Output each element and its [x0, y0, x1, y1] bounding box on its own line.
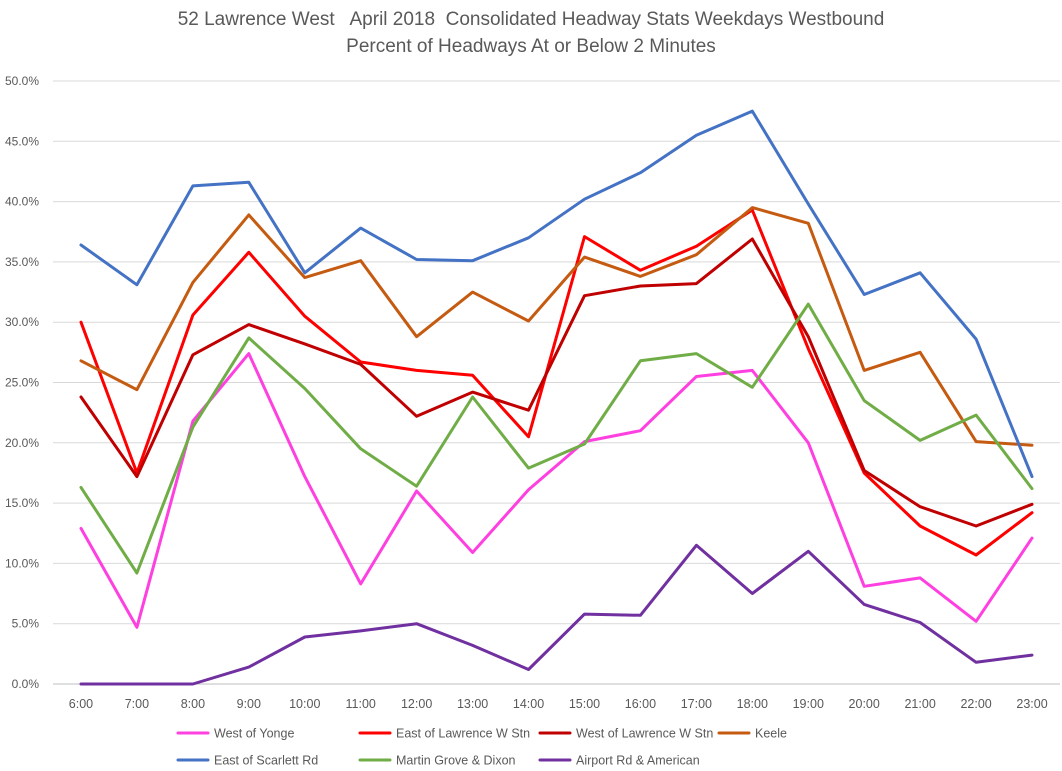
legend-label: West of Lawrence W Stn: [576, 727, 713, 741]
series-line-2: [79, 208, 1034, 557]
x-tick-label: 12:00: [401, 697, 432, 711]
x-tick-label: 14:00: [513, 697, 544, 711]
x-tick-label: 21:00: [904, 697, 935, 711]
x-tick-label: 15:00: [569, 697, 600, 711]
series-line-3: [79, 237, 1034, 528]
series-line-4: [79, 206, 1034, 447]
legend-label: Keele: [755, 727, 787, 741]
y-tick-label: 5.0%: [12, 617, 40, 631]
x-tick-label: 17:00: [681, 697, 712, 711]
series-line-1: [79, 352, 1034, 629]
chart-title: 52 Lawrence West April 2018 Consolidated…: [177, 9, 885, 30]
chart-subtitle: Percent of Headways At or Below 2 Minute…: [346, 36, 716, 57]
y-tick-label: 10.0%: [5, 556, 39, 570]
x-tick-label: 20:00: [849, 697, 880, 711]
y-tick-label: 20.0%: [5, 436, 39, 450]
x-tick-label: 18:00: [737, 697, 768, 711]
y-tick-label: 45.0%: [5, 134, 39, 148]
y-tick-label: 30.0%: [5, 315, 39, 329]
y-tick-label: 15.0%: [5, 496, 39, 510]
x-tick-label: 16:00: [625, 697, 656, 711]
x-tick-label: 8:00: [181, 697, 205, 711]
y-tick-label: 35.0%: [5, 255, 39, 269]
x-tick-label: 10:00: [289, 697, 320, 711]
x-tick-label: 22:00: [960, 697, 991, 711]
legend-label: East of Scarlett Rd: [214, 754, 318, 768]
series-line-5: [79, 109, 1034, 479]
legend-label: West of Yonge: [214, 727, 294, 741]
series-line-7: [79, 543, 1034, 686]
series-line-6: [79, 302, 1034, 575]
x-tick-label: 11:00: [346, 697, 376, 711]
x-tick-label: 9:00: [237, 697, 261, 711]
x-tick-label: 7:00: [125, 697, 149, 711]
legend-label: Airport Rd & American: [576, 754, 700, 768]
x-tick-label: 19:00: [793, 697, 824, 711]
y-tick-label: 50.0%: [5, 74, 39, 88]
x-tick-label: 23:00: [1016, 697, 1047, 711]
y-tick-label: 25.0%: [5, 376, 39, 390]
legend-label: Martin Grove & Dixon: [396, 754, 516, 768]
y-tick-label: 40.0%: [5, 195, 39, 209]
x-tick-label: 13:00: [457, 697, 488, 711]
legend-label: East of Lawrence W Stn: [396, 727, 530, 741]
x-tick-label: 6:00: [69, 697, 93, 711]
y-tick-label: 0.0%: [12, 677, 40, 691]
